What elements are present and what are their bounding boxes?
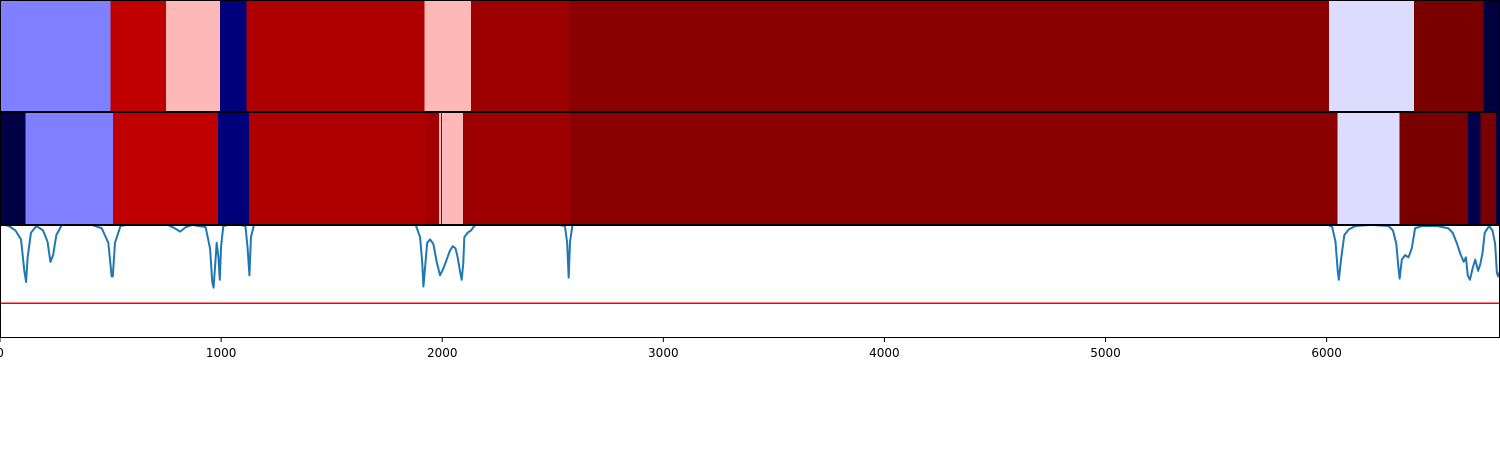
heatmap-cell-1-15	[1495, 113, 1500, 225]
x-tick-label-3: 3000	[648, 346, 679, 360]
x-tick-label-1: 1000	[206, 346, 237, 360]
heatmap-cell-1-7	[441, 113, 443, 225]
x-tick-label-4: 4000	[869, 346, 900, 360]
heatmap-row-1	[0, 113, 1500, 225]
heatmap-cell-0-9	[1413, 1, 1485, 112]
heatmap-cell-1-13	[1468, 113, 1481, 225]
heatmap-cell-1-10	[570, 113, 1339, 225]
heatmap-cell-0-5	[424, 1, 472, 112]
heatmap-cell-1-11	[1337, 113, 1401, 225]
heatmap-cell-1-14	[1480, 113, 1497, 225]
heatmap-cell-0-0	[0, 1, 112, 112]
heatmap-cell-1-12	[1399, 113, 1469, 225]
heatmap-cell-0-3	[220, 1, 248, 112]
heatmap-cell-1-4	[248, 113, 427, 225]
heatmap-cell-1-8	[442, 113, 464, 225]
x-axis: 0 1000 2000 3000 4000 5000 6000	[0, 338, 1342, 360]
heatmap-row-0	[0, 1, 1500, 112]
x-tick-label-5: 5000	[1090, 346, 1121, 360]
heatmap-cell-1-2	[112, 113, 219, 225]
heatmap-cell-0-8	[1328, 1, 1415, 112]
heatmap-cell-1-0	[0, 113, 27, 225]
score-line	[4, 226, 1500, 289]
heatmap-cell-0-10	[1483, 1, 1500, 112]
heatmap-cell-0-6	[470, 1, 570, 112]
heatmap-cell-1-3	[217, 113, 250, 225]
heatmap-cell-0-7	[569, 1, 1330, 112]
heatmap-cell-0-2	[165, 1, 221, 112]
line-panel	[0, 226, 1500, 305]
heatmap-cell-1-5	[425, 113, 440, 225]
heatmap-cell-1-1	[25, 113, 114, 225]
x-tick-label-2: 2000	[427, 346, 458, 360]
x-tick-label-6: 6000	[1311, 346, 1342, 360]
heatmap-cell-1-9	[463, 113, 572, 225]
heatmap-cell-1-6	[438, 113, 442, 225]
x-tick-label-0: 0	[0, 346, 4, 360]
heatmap-cell-0-4	[246, 1, 426, 112]
heatmap-cell-0-1	[110, 1, 167, 112]
